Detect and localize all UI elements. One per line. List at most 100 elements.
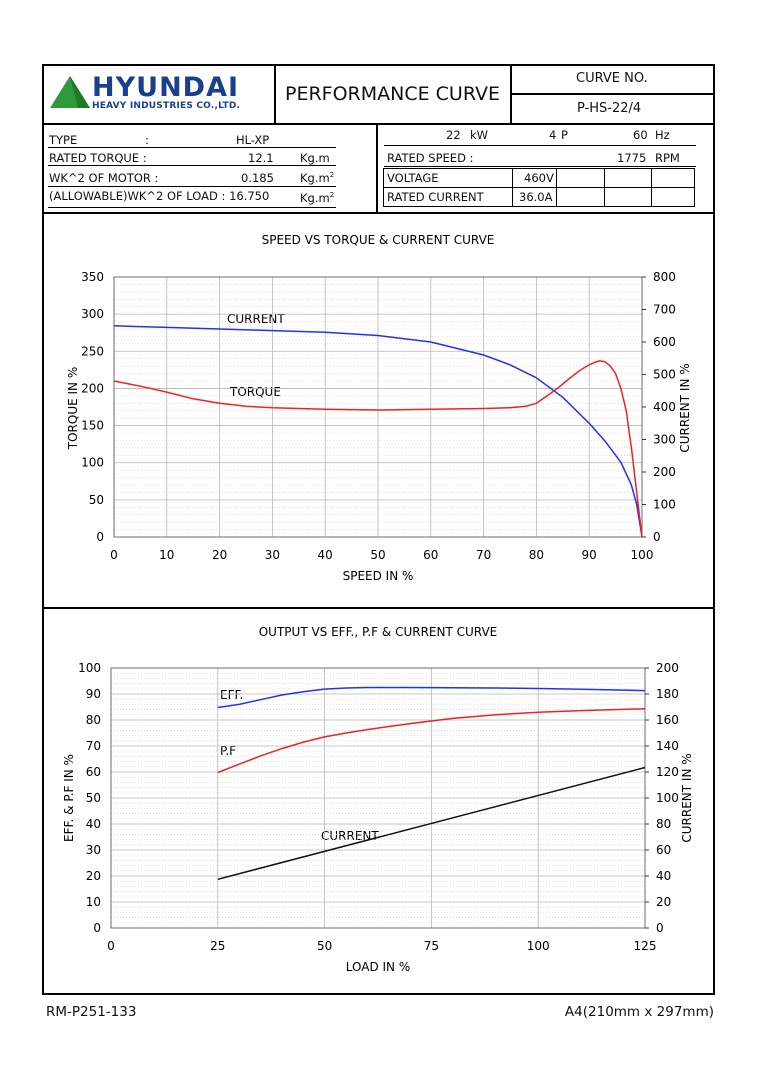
footer-doc-code: RM-P251-133	[46, 1004, 137, 1020]
rated-speed-label: RATED SPEED :	[387, 151, 474, 165]
chart1-x-tick-label: 20	[212, 548, 227, 562]
chart1-y-tick-label: 200	[81, 381, 104, 395]
voltage-value: 460V	[524, 171, 554, 185]
spec-bottom-line	[42, 212, 715, 214]
type-value: HL-XP	[236, 133, 270, 147]
wk2-motor-underline	[48, 186, 336, 187]
chart2-series-label-current: CURRENT	[321, 829, 379, 843]
table-col-2	[556, 168, 557, 207]
spec-divider	[376, 123, 378, 213]
chart1-y2-tick-label: 500	[653, 368, 676, 382]
chart1-y-tick-label: 150	[81, 419, 104, 433]
chart2-x-tick-label: 100	[527, 939, 550, 953]
chart2-y2label: CURRENT IN %	[680, 753, 694, 842]
company-name: HYUNDAI	[92, 72, 240, 103]
chart2-y2-tick-label: 80	[656, 817, 671, 831]
chart1-x-tick-label: 0	[110, 548, 118, 562]
chart2-y-tick-label: 80	[86, 713, 101, 727]
table-col-3	[604, 168, 605, 207]
chart1-y2-tick-label: 200	[653, 465, 676, 479]
chart2-series-p-f-line	[217, 708, 646, 774]
chart1-title: SPEED VS TORQUE & CURRENT CURVE	[262, 233, 495, 247]
chart1-x-tick-label: 70	[476, 548, 491, 562]
wk2-load-unit: Kg.m2	[300, 191, 335, 205]
document-title: PERFORMANCE CURVE	[285, 83, 501, 105]
chart2-y-tick-label: 100	[78, 661, 101, 675]
poles-unit: P	[561, 128, 568, 142]
chart1-x-tick-label: 80	[529, 548, 544, 562]
chart2-y2-tick-label: 120	[656, 765, 679, 779]
poles-value: 4	[549, 128, 557, 142]
type-label: TYPE	[49, 133, 78, 147]
chart2-y2-tick-label: 40	[656, 869, 671, 883]
chart1-x-tick-label: 50	[370, 548, 385, 562]
chart1-y2label: CURRENT IN %	[678, 363, 692, 452]
chart2-y-tick-label: 60	[86, 765, 101, 779]
chart2-y2-tick-label: 140	[656, 739, 679, 753]
power-unit: kW	[470, 128, 489, 142]
chart2-y-tick-label: 90	[86, 687, 101, 701]
logo-triangle-icon	[50, 76, 90, 108]
chart2-x-tick-label: 125	[634, 939, 657, 953]
chart1-y-tick-label: 50	[89, 493, 104, 507]
rated-speed-underline	[384, 166, 696, 167]
chart1-y-tick-label: 100	[81, 456, 104, 470]
chart1-y2-tick-label: 400	[653, 400, 676, 414]
wk2-motor-unit: Kg.m2	[300, 171, 335, 185]
chart2-y2-tick-label: 160	[656, 713, 679, 727]
chart1-y-tick-label: 250	[81, 344, 104, 358]
rated-speed-unit: RPM	[655, 151, 680, 165]
chart2-y-tick-label: 40	[86, 817, 101, 831]
company-logo: HYUNDAI HEAVY INDUSTRIES CO.,LTD.	[44, 66, 272, 122]
chart1-y-tick-label: 300	[81, 307, 104, 321]
wk2-motor-label: WK^2 OF MOTOR :	[49, 171, 159, 185]
chart2-y2-tick-label: 20	[656, 895, 671, 909]
wk2-load-label: (ALLOWABLE)WK^2 OF LOAD : 16.750	[49, 189, 270, 203]
chart2-y-tick-label: 0	[93, 921, 101, 935]
freq-value: 60	[633, 128, 648, 142]
chart1-x-tick-label: 90	[582, 548, 597, 562]
type-colon: :	[145, 133, 149, 147]
chart1-y2-tick-label: 700	[653, 303, 676, 317]
chart1-ylabel: TORQUE IN %	[66, 367, 80, 450]
wk2-motor-value: 0.185	[241, 171, 274, 185]
chart2-series-current-line	[217, 766, 646, 881]
chart1-y2-tick-label: 800	[653, 270, 676, 284]
chart2-plot-area	[110, 667, 646, 929]
chart2-y2-tick-label: 60	[656, 843, 671, 857]
curve-no-label: CURVE NO.	[576, 71, 648, 86]
wk2-load-underline	[48, 207, 336, 208]
curve-no-value: P-HS-22/4	[577, 101, 642, 116]
rated-current-value: 36.0A	[519, 190, 553, 204]
rated-torque-underline	[48, 165, 336, 166]
header-divider	[42, 123, 715, 125]
chart1-x-tick-label: 30	[265, 548, 280, 562]
document-frame	[42, 64, 715, 995]
chart2-y-tick-label: 30	[86, 843, 101, 857]
chart2-y2-tick-label: 180	[656, 687, 679, 701]
voltage-label: VOLTAGE	[387, 171, 439, 185]
chart2-series-label-eff: EFF.	[220, 688, 243, 702]
chart1-series-current-line	[113, 325, 643, 538]
chart2-y-tick-label: 50	[86, 791, 101, 805]
footer-paper-size: A4(210mm x 297mm)	[564, 1004, 714, 1020]
rated-torque-label: RATED TORQUE :	[49, 151, 147, 165]
company-subtitle: HEAVY INDUSTRIES CO.,LTD.	[92, 101, 241, 111]
chart1-x-tick-label: 60	[423, 548, 438, 562]
chart1-x-tick-label: 40	[318, 548, 333, 562]
logo-divider	[274, 64, 276, 124]
table-col-4	[651, 168, 652, 207]
chart2-y2-tick-label: 100	[656, 791, 679, 805]
table-mid-line	[383, 187, 695, 188]
chart1-y2-tick-label: 0	[653, 530, 661, 544]
chart1-y-tick-label: 0	[96, 530, 104, 544]
chart1-series-torque-line	[113, 360, 643, 538]
chart-divider	[42, 607, 715, 609]
chart1-series-label-current: CURRENT	[227, 312, 285, 326]
chart2-ylabel: EFF. & P.F IN %	[62, 754, 76, 842]
chart2-y2-tick-label: 0	[656, 921, 664, 935]
type-underline	[48, 147, 336, 148]
freq-unit: Hz	[655, 128, 670, 142]
chart1-x-tick-label: 100	[631, 548, 654, 562]
